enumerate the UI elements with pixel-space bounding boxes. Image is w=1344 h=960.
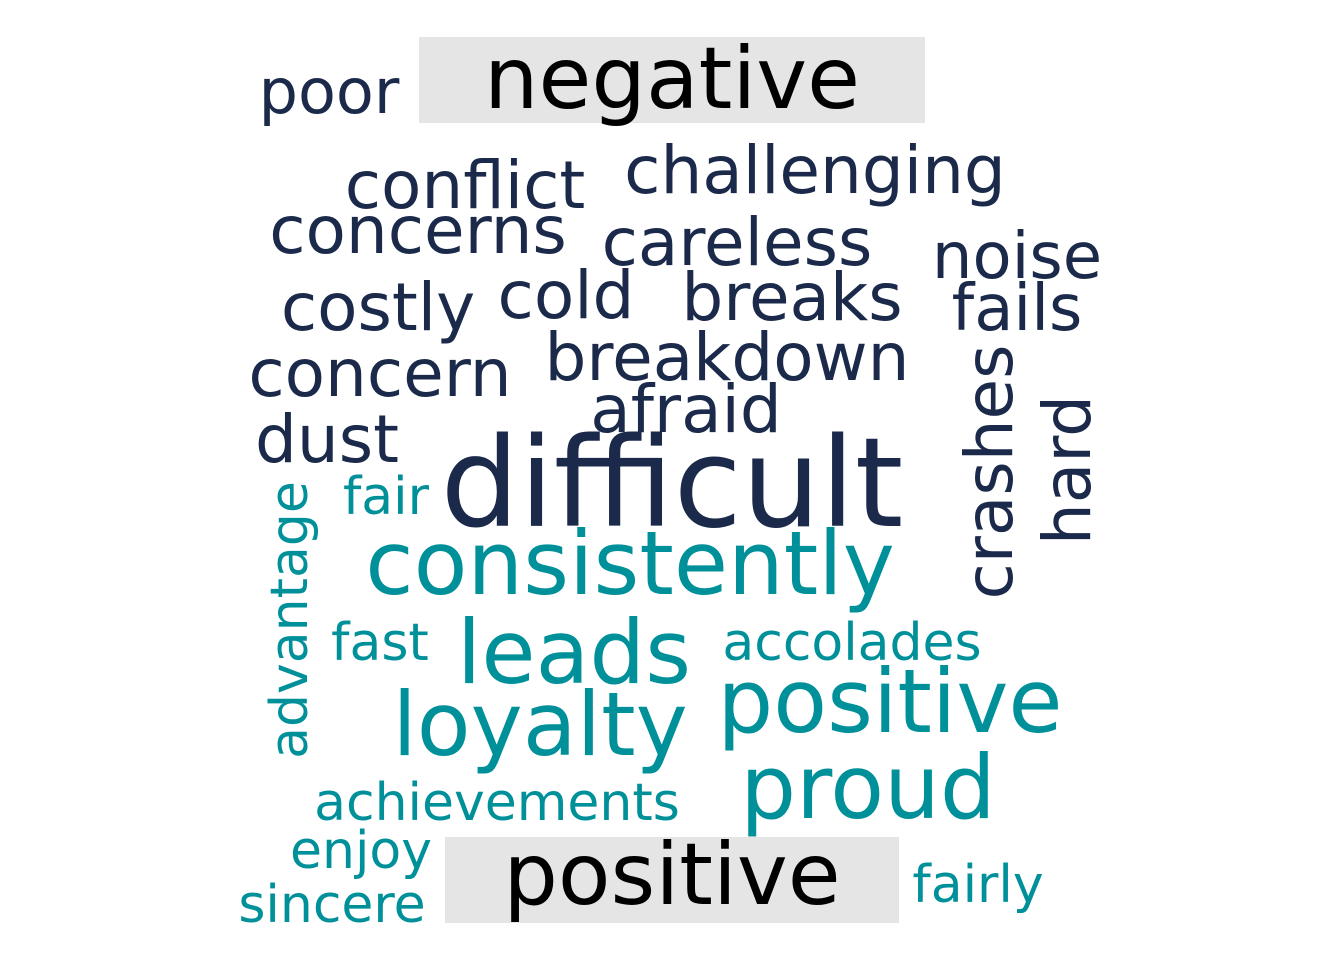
word-fast: fast [331, 613, 429, 673]
word-consistently: consistently [365, 512, 895, 615]
word-loyalty: loyalty [392, 673, 687, 776]
word-difficult: difficult [441, 412, 904, 556]
word-noise: noise [932, 220, 1102, 294]
word-accolades: accolades [722, 613, 981, 673]
word-sincere: sincere [238, 875, 425, 935]
word-fairly: fairly [912, 855, 1043, 915]
word-concerns: concerns [269, 192, 567, 269]
word-positive: positive [717, 650, 1062, 753]
positive-group-label: positive [503, 825, 840, 925]
word-afraid: afraid [590, 371, 782, 448]
word-conflict: conflict [345, 147, 586, 224]
word-breaks: breaks [681, 259, 902, 336]
words-layer: poor conflict challenging concerns careless n… [238, 55, 1106, 935]
word-leads: leads [457, 601, 691, 704]
word-enjoy: enjoy [290, 821, 432, 881]
word-careless: careless [602, 204, 873, 281]
word-fails: fails [952, 272, 1083, 346]
word-advantage: advantage [260, 481, 320, 759]
word-concern: concern [248, 335, 511, 412]
word-fair: fair [343, 467, 430, 527]
word-crashes: crashes [951, 344, 1028, 599]
word-achievements: achievements [314, 773, 680, 833]
word-hard: hard [1029, 395, 1106, 545]
negative-group-label: negative [484, 29, 860, 129]
word-poor: poor [259, 55, 400, 128]
word-proud: proud [740, 736, 996, 839]
word-challenging: challenging [624, 132, 1006, 209]
word-cold: cold [498, 257, 635, 334]
word-breakdown: breakdown [545, 319, 910, 396]
positive-label-box [445, 837, 899, 923]
word-costly: costly [281, 269, 475, 346]
negative-label-box [419, 37, 925, 123]
word-dust: dust [255, 401, 399, 478]
